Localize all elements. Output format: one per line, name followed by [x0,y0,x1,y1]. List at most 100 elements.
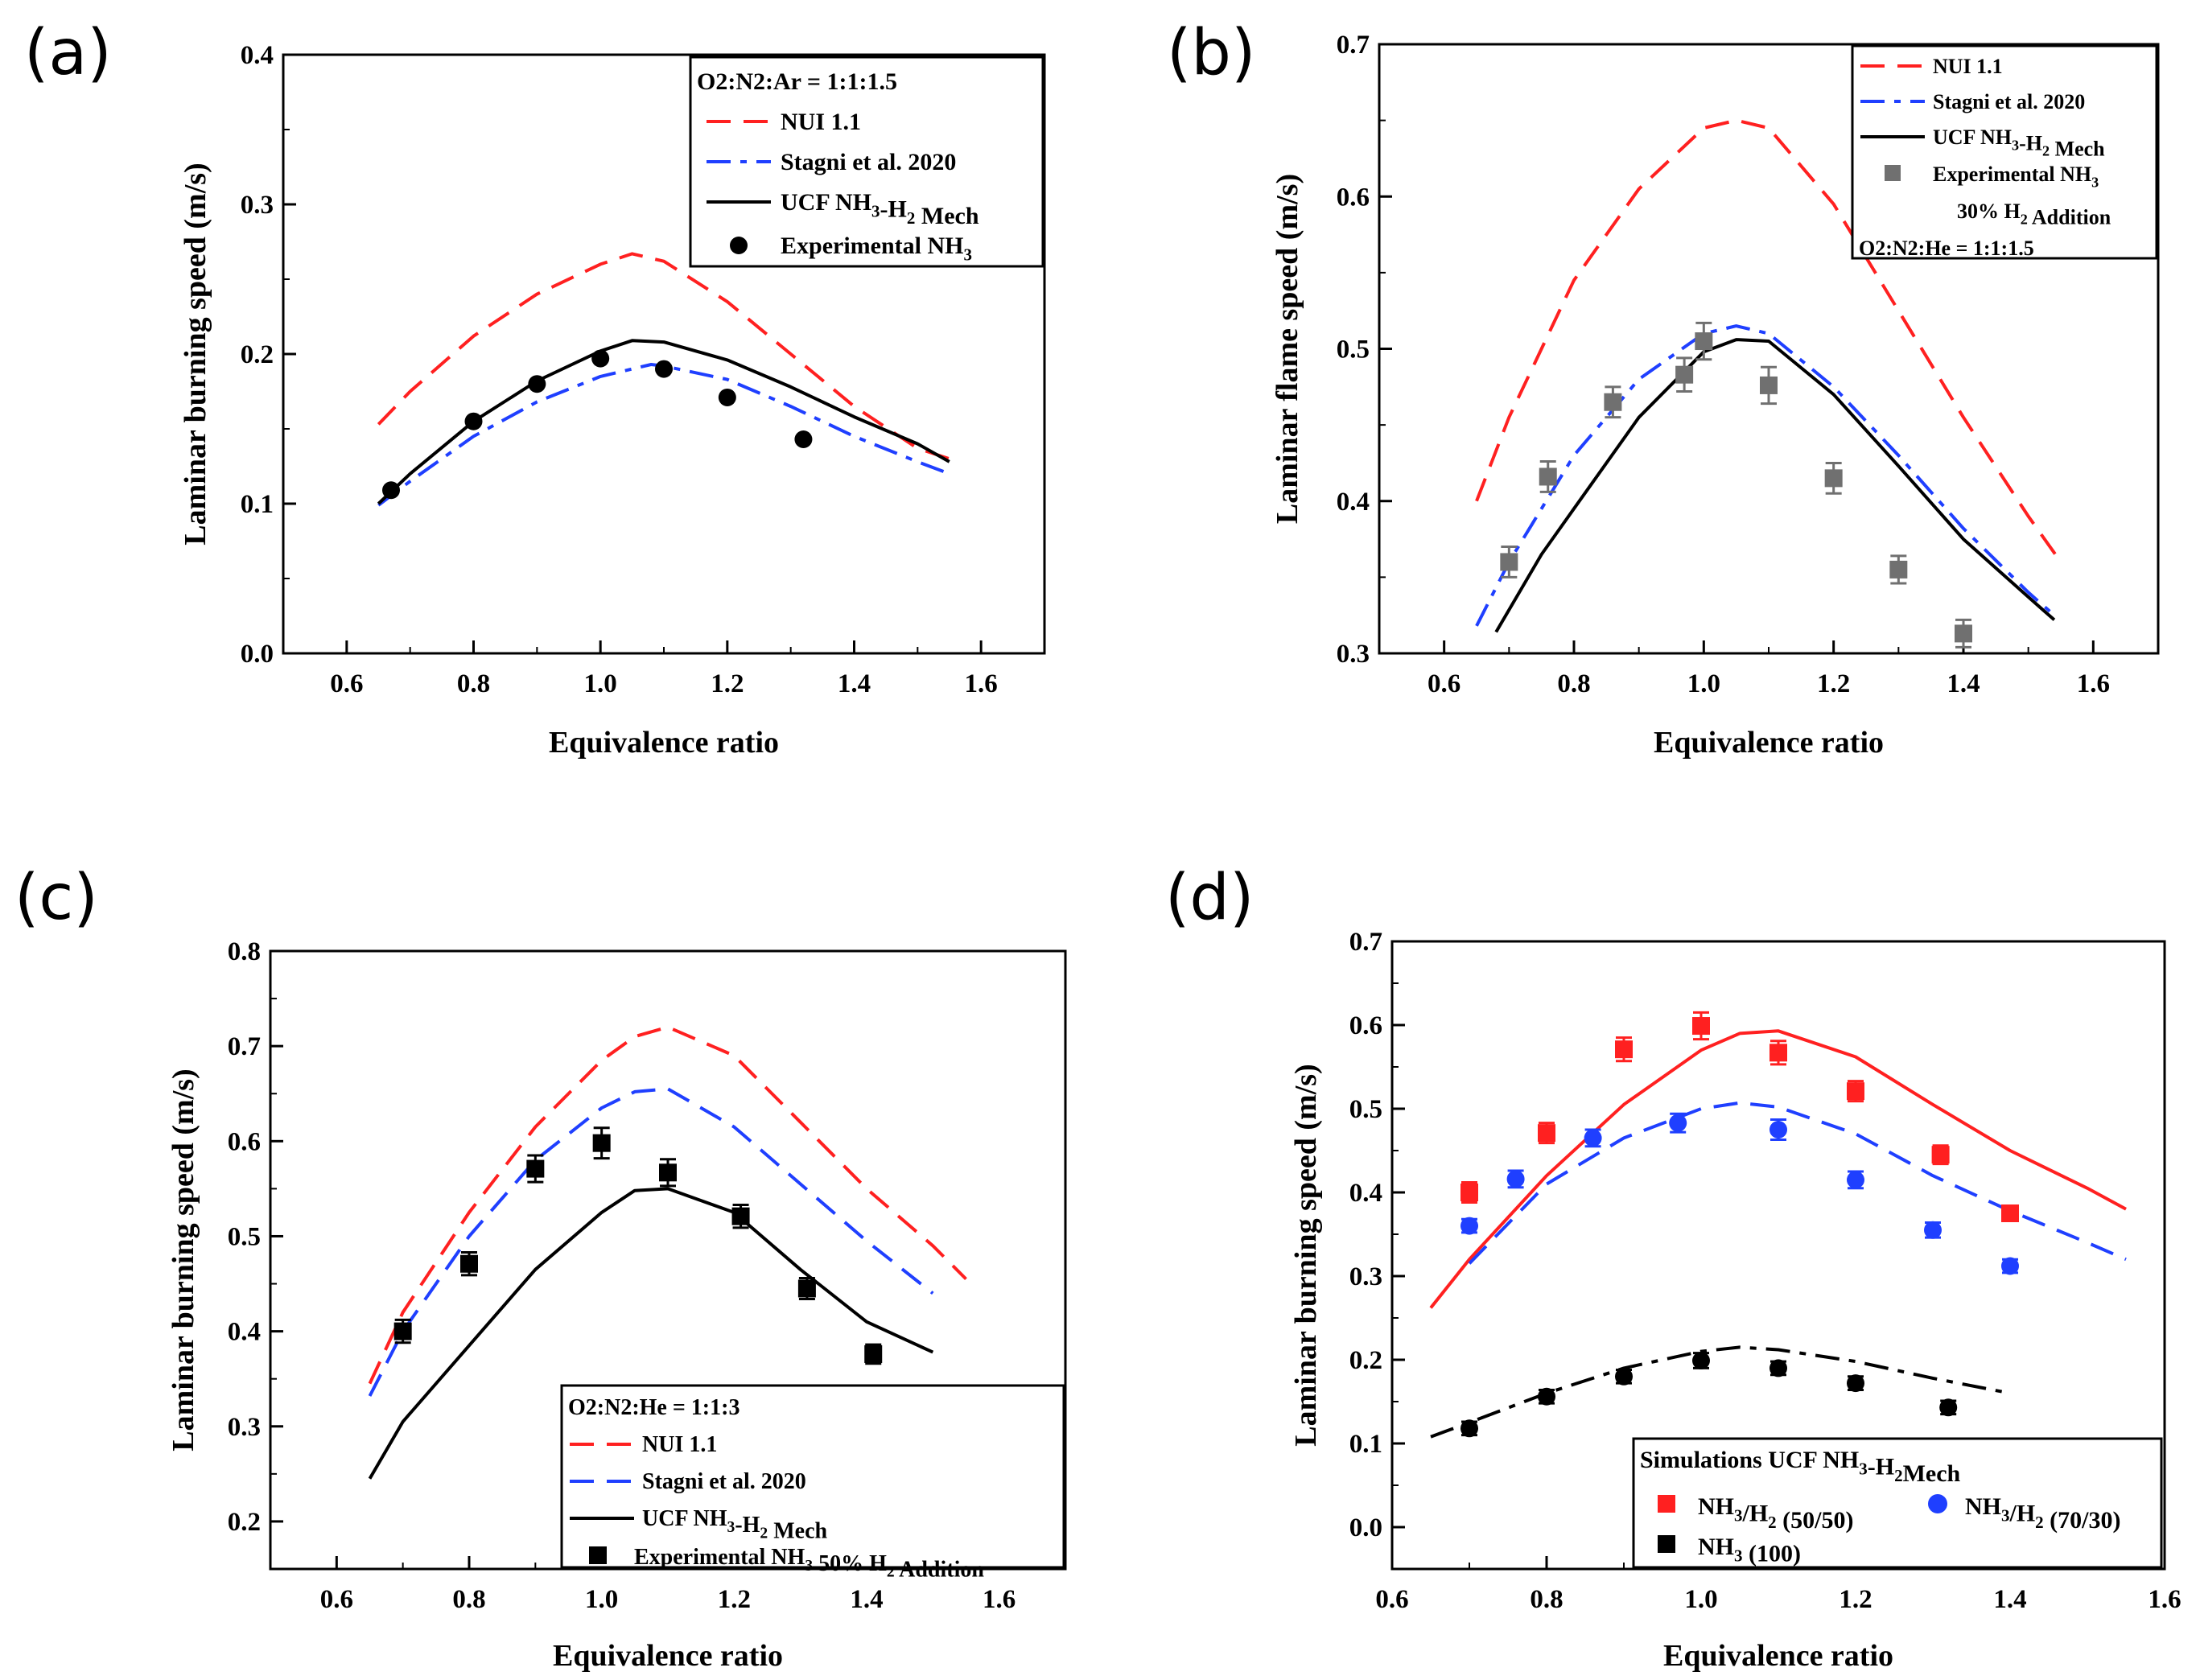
y-tick-label: 0.2 [1349,1346,1382,1375]
chart-panel-a: (a) 0.6 0.8 1.0 1.2 1.4 1.6 0.0 0.1 0.2 0.3 0.4 Equi… [24,17,1046,760]
data-point [1889,560,1908,579]
data-point [655,360,673,378]
legend: O2:N2:Ar = 1:1:1.5 NUI 1.1 Stagni et al. 2… [689,56,1044,268]
series-nui-1-1 [1475,118,2062,563]
legend-label: NUI 1.1 [781,109,861,135]
y-tick-label: 0.5 [1349,1095,1382,1124]
chart-panel-b: (b) 0.6 0.8 1.0 1.2 1.4 1.6 0.3 0.4 0.5 0.6 0.7 Equi… [1167,17,2160,760]
data-point [1604,393,1622,411]
data-point [1460,1217,1478,1235]
data-point [1955,624,1972,643]
y-tick-label: 0.0 [241,640,274,669]
legend-label: UCF NH3-H2 Mech [781,189,979,229]
legend-label: UCF NH3-H2 Mech [642,1506,828,1544]
data-point [1847,1082,1864,1101]
series-line [368,1187,934,1480]
data-point [393,1322,412,1340]
y-tick-label: 0.4 [241,41,274,70]
series-line [1468,1101,2127,1265]
x-tick-label: 0.8 [457,669,490,698]
legend-box [689,56,1044,268]
legend-label: 30% H2 Addition [1957,200,2111,229]
y-tick-label: 0.4 [1337,488,1370,517]
series-nh3-100-sim [1430,1345,2011,1439]
data-point [1460,1419,1478,1438]
data-point [1769,1121,1787,1139]
legend-label: NH3/H2 (70/30) [1965,1493,2121,1534]
legend-label: Experimental NH3 50% H2 Addition [634,1545,984,1583]
legend-label: Experimental NH3 [781,233,972,264]
data-point [591,349,610,368]
data-point [1760,376,1778,394]
y-tick-label: 0.4 [1349,1179,1382,1208]
legend: NUI 1.1 Stagni et al. 2020 UCF NH3-H2 Mech… [1851,44,2158,260]
data-point [1460,1184,1478,1201]
series-nh3-h2-70-30- [1460,1112,2019,1275]
series-nh3-h2-50-50-sim [1429,1029,2127,1309]
data-point [1615,1040,1633,1059]
x-axis-label: Equivalence ratio [1654,726,1884,760]
data-point [1695,332,1713,351]
data-point [464,412,483,430]
legend-label: Stagni et al. 2020 [1933,90,2085,113]
series-nui-1-1 [368,1025,967,1385]
data-point [1538,1387,1555,1406]
series-line [1430,1345,2011,1439]
x-tick-label: 1.0 [585,1585,618,1614]
data-point [1539,467,1557,486]
y-tick-label: 0.3 [241,191,274,220]
y-tick-label: 0.2 [228,1508,261,1537]
series-line [377,252,950,461]
y-tick-label: 0.4 [228,1318,261,1347]
series-nh3-h2-70-30-sim [1468,1101,2127,1265]
y-axis-label: Laminar burning speed (m/s) [179,163,212,545]
legend-marker [1885,165,1901,181]
y-tick-label: 0.1 [241,490,274,519]
x-tick-label: 0.6 [1428,669,1460,698]
series-line [1475,324,2056,627]
x-tick-label: 1.0 [1687,669,1720,698]
x-tick-label: 1.4 [850,1585,883,1614]
legend-label: Stagni et al. 2020 [642,1469,806,1494]
data-point [1824,469,1843,488]
x-tick-label: 1.6 [983,1585,1016,1614]
series-experimental-nh3-50-h2-addition [393,1126,883,1365]
x-tick-label: 1.0 [1684,1585,1717,1614]
series-nh3-100- [1460,1352,1958,1438]
data-point [1584,1129,1602,1147]
legend-box [560,1384,1065,1569]
x-tick-label: 1.2 [1839,1585,1872,1614]
legend-header: O2:N2:Ar = 1:1:1.5 [697,68,897,95]
legend: O2:N2:He = 1:1:3 NUI 1.1 Stagni et al. 202… [560,1384,1065,1583]
x-tick-label: 1.4 [1947,669,1980,698]
data-point [1847,1171,1864,1189]
y-tick-label: 0.7 [1349,928,1382,957]
series-line [1429,1029,2127,1309]
legend-footer: O2:N2:He = 1:1:1.5 [1859,237,2034,260]
data-point [1615,1367,1633,1386]
y-tick-label: 0.7 [1337,31,1370,60]
series-stagni-et-al-2020 [1475,324,2056,627]
data-point [528,375,546,393]
x-tick-label: 0.8 [452,1585,485,1614]
y-tick-label: 0.6 [1349,1011,1382,1040]
series-ucf-nh3-h2-mech [1494,338,2056,633]
data-point [731,1207,750,1225]
series-ucf-nh3-h2-mech [368,1187,934,1480]
series-line [377,363,950,507]
y-tick-label: 0.8 [228,937,261,966]
legend-label: NH3/H2 (50/50) [1698,1493,1854,1534]
series-line [1475,118,2062,563]
legend: Simulations UCF NH3-H2Mech NH3/H2 (50/50)… [1632,1437,2163,1569]
legend-box [1851,44,2158,260]
data-point [460,1254,478,1273]
panel-letter: (a) [24,17,112,89]
y-tick-label: 0.3 [1337,640,1370,669]
y-tick-label: 0.1 [1349,1430,1382,1459]
data-point [1506,1170,1525,1188]
x-tick-label: 1.0 [584,669,617,698]
x-tick-label: 0.6 [330,669,363,698]
legend-label: Experimental NH3 [1933,163,2099,190]
data-point [1669,1114,1687,1132]
data-point [2001,1257,2019,1275]
